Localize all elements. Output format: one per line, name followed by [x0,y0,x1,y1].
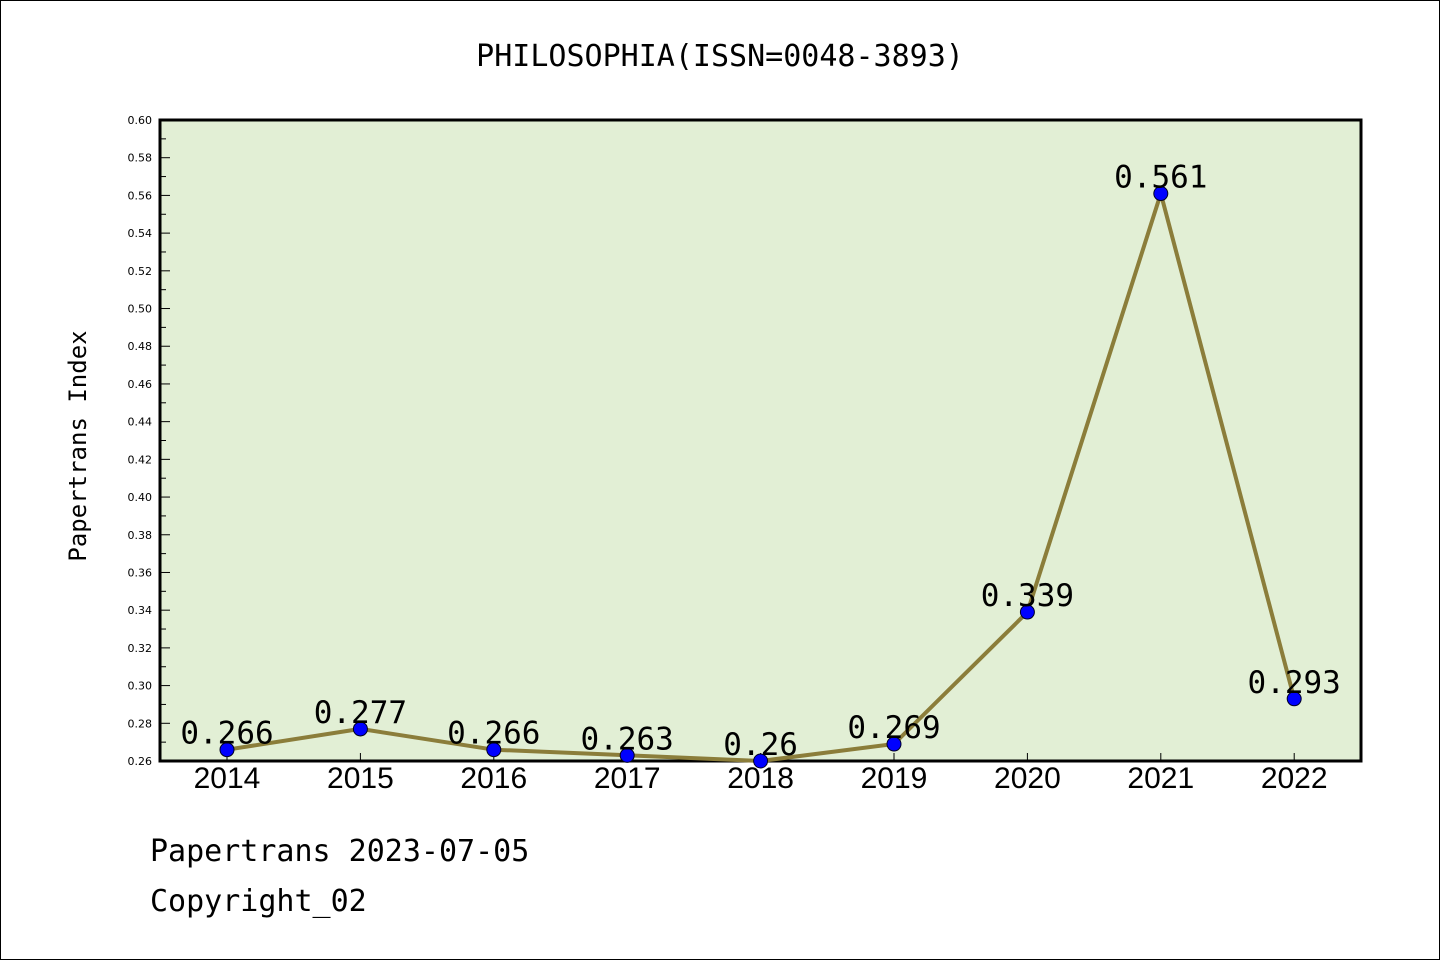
y-axis: 0.26 0.28 0.30 0.32 0.34 0.36 0.38 0.40 0.42 0.44… [128,114,170,768]
y-tick-label: 0.54 [128,227,153,240]
x-tick-label: 2022 [1261,762,1328,795]
data-point [619,747,635,763]
footer-date: Papertrans 2023-07-05 [150,834,530,869]
y-tick-label: 0.32 [128,642,153,655]
data-point [352,721,368,737]
y-tick-label: 0.28 [128,717,153,730]
data-label: 0.263 [581,721,674,757]
data-label: 0.269 [847,710,940,746]
y-tick-label: 0.36 [128,566,153,579]
data-label: 0.293 [1248,665,1341,701]
x-tick-label: 2021 [1127,762,1194,795]
y-tick-label: 0.42 [128,453,153,466]
data-point [1019,604,1035,620]
y-tick-label: 0.56 [128,189,153,202]
data-label: 0.277 [314,695,407,731]
x-tick-label: 2019 [861,762,928,795]
chart-title: PHILOSOPHIA(ISSN=0048-3893) [476,39,964,74]
y-tick-label: 0.40 [128,491,153,504]
y-tick-label: 0.30 [128,680,153,693]
y-tick-label: 0.38 [128,529,153,542]
y-tick-label: 0.44 [128,416,153,429]
data-point [753,753,769,769]
y-tick-label: 0.46 [128,378,153,391]
y-axis-label: Papertrans Index [64,330,92,561]
data-point [1286,691,1302,707]
data-point [219,742,235,758]
x-tick-label: 2014 [194,762,261,795]
data-label: 0.561 [1114,160,1207,196]
data-point [886,736,902,752]
plot-area [158,118,1363,763]
data-point [1153,186,1169,202]
y-tick-label: 0.48 [128,340,153,353]
data-label: 0.266 [447,716,540,752]
x-tick-label: 2016 [460,762,527,795]
x-tick-label: 2020 [994,762,1061,795]
y-tick-label: 0.58 [128,152,153,165]
y-tick-label: 0.34 [128,604,153,617]
footer-copyright: Copyright_02 [150,884,367,919]
data-label: 0.266 [180,716,273,752]
x-tick-label: 2015 [327,762,394,795]
y-tick-label: 0.60 [128,114,153,127]
data-label: 0.339 [981,578,1074,614]
series-layer: 0.266 0.277 0.266 0.263 0.26 0.269 0.339 0.561 0… [180,160,1341,769]
y-tick-label: 0.52 [128,265,153,278]
data-label: 0.26 [723,727,798,763]
y-tick-label: 0.50 [128,303,153,316]
x-tick-label: 2017 [594,762,661,795]
y-tick-label: 0.26 [128,755,153,768]
data-point [486,742,502,758]
